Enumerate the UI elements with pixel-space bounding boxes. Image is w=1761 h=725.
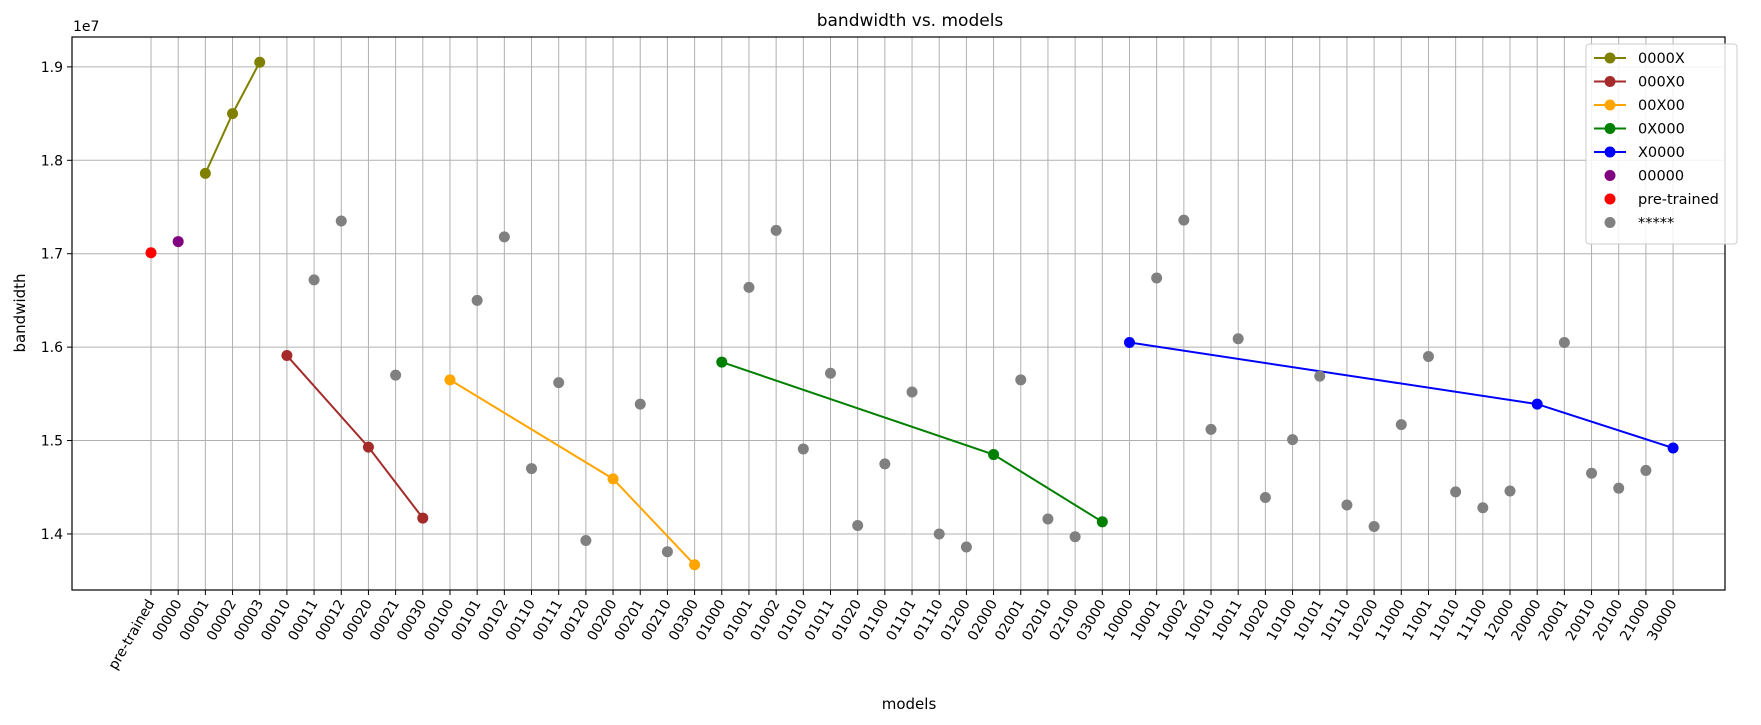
data-point-*****: [1586, 467, 1598, 479]
chart-title: bandwidth vs. models: [817, 11, 1004, 31]
data-point-*****: [1205, 423, 1217, 435]
data-point-0X000: [1096, 516, 1108, 528]
data-point-*****: [906, 386, 918, 398]
data-point-00X00: [607, 473, 619, 485]
legend-marker: [1604, 52, 1616, 64]
data-point-0000X: [227, 108, 239, 120]
series-line-00X00: [449, 378, 696, 566]
legend-entry-label: pre-trained: [1638, 192, 1719, 208]
data-point-00X00: [689, 559, 701, 571]
data-point-*****: [580, 534, 592, 546]
series-line-000X0: [286, 354, 424, 519]
legend: 0000X 000X0 00X00 0X000 X0000 00000 pre-traine…: [1585, 43, 1738, 245]
data-point-*****: [390, 369, 402, 381]
legend-marker: [1604, 170, 1616, 181]
data-point-*****: [1015, 374, 1027, 386]
legend-entry-label: 00000: [1638, 169, 1684, 185]
y-axis: 1.4 1.5 1.6 1.7 1.8 1.9: [41, 60, 72, 543]
data-point-*****: [1395, 419, 1407, 431]
data-point-*****: [1151, 272, 1163, 284]
data-point-0000X: [254, 56, 266, 68]
y-tick-label: 1.9: [41, 60, 63, 76]
data-point-*****: [1422, 350, 1434, 362]
legend-entry-label: 00X00: [1638, 98, 1685, 114]
data-point-0X000: [716, 356, 728, 368]
data-point-000X0: [417, 512, 429, 524]
data-point-X0000: [1531, 398, 1543, 410]
grid: [72, 37, 1725, 590]
data-point-*****: [553, 377, 565, 389]
data-point-*****: [335, 215, 347, 227]
data-point-*****: [933, 528, 945, 540]
data-point-*****: [471, 294, 483, 306]
data-point-0000X: [199, 167, 211, 179]
data-point-0X000: [988, 449, 1000, 461]
legend-box: [1585, 43, 1738, 245]
data-point-*****: [743, 281, 755, 293]
data-point-*****: [1341, 499, 1353, 511]
y-tick-label: 1.4: [41, 527, 63, 543]
data-point-*****: [1314, 370, 1326, 382]
plot-frame: [71, 36, 1726, 591]
data-point-*****: [797, 443, 809, 455]
data-point-*****: [1232, 333, 1244, 345]
data-point-*****: [498, 231, 510, 243]
data-point-000X0: [362, 441, 374, 453]
legend-marker: [1604, 123, 1616, 134]
x-axis: pre-trained00000000010000200003000100001…: [106, 590, 1681, 673]
data-point-*****: [1640, 464, 1652, 476]
data-point-*****: [1259, 492, 1271, 504]
data-point-X0000: [1667, 442, 1679, 454]
y-axis-label: bandwidth: [11, 273, 29, 352]
data-point-*****: [1287, 434, 1299, 446]
data-point-*****: [1504, 485, 1516, 497]
data-point-*****: [1477, 502, 1489, 514]
data-point-*****: [1069, 531, 1081, 543]
x-axis-label: models: [882, 695, 937, 713]
legend-marker: [1604, 217, 1616, 228]
data-layer: [145, 56, 1679, 571]
data-point-*****: [1450, 486, 1462, 498]
legend-entry-label: *****: [1638, 216, 1674, 232]
data-point-*****: [1368, 520, 1380, 532]
data-point-pre-trained: [145, 247, 157, 259]
legend-entry-label: X0000: [1638, 145, 1685, 161]
legend-marker: [1604, 99, 1616, 111]
legend-entry-label: 0000X: [1638, 51, 1685, 67]
data-point-*****: [825, 367, 836, 379]
legend-marker: [1604, 76, 1616, 87]
data-point-*****: [526, 463, 538, 475]
data-point-X0000: [1123, 336, 1135, 348]
data-point-00000: [172, 236, 184, 248]
data-point-*****: [879, 458, 891, 470]
data-point-00X00: [444, 374, 456, 386]
legend-entry-label: 0X000: [1638, 122, 1685, 138]
data-point-*****: [960, 541, 972, 553]
data-point-*****: [1613, 482, 1625, 494]
y-multiplier-label: 1e7: [73, 19, 99, 35]
data-point-*****: [770, 224, 782, 236]
legend-entry-label: 000X0: [1638, 75, 1685, 91]
y-tick-label: 1.8: [41, 153, 63, 169]
y-tick-label: 1.6: [41, 340, 63, 356]
y-tick-label: 1.5: [41, 434, 63, 450]
data-point-*****: [1178, 214, 1190, 226]
y-tick-label: 1.7: [41, 247, 63, 263]
data-point-*****: [661, 546, 673, 558]
data-point-*****: [634, 398, 646, 410]
data-point-*****: [852, 520, 864, 532]
data-point-*****: [308, 274, 320, 286]
legend-marker: [1604, 193, 1616, 205]
data-point-000X0: [281, 350, 293, 362]
data-point-*****: [1042, 513, 1054, 525]
legend-marker: [1604, 146, 1616, 158]
data-point-*****: [1558, 336, 1570, 348]
